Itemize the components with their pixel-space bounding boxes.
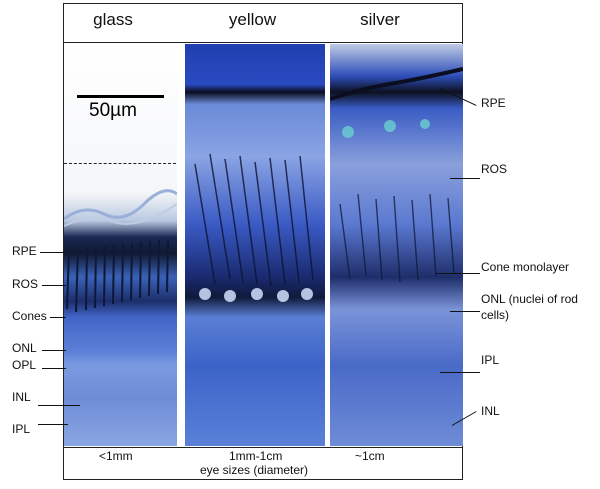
label-right-ros: ROS [481,162,508,176]
scale-bar [77,95,164,98]
leader-left-ros [42,285,66,286]
micrograph-silver [330,44,463,446]
leader-left-inl [38,405,80,406]
label-left-inl: INL [12,390,31,404]
leader-left-opl [42,368,66,369]
label-right-onl-line1: ONL (nuclei of rod [481,292,578,306]
size-label-silver: ~1cm [355,449,385,463]
size-label-glass: <1mm [99,449,133,463]
scale-bar-label: 50µm [89,100,137,121]
label-left-ipl: IPL [12,422,31,436]
label-right-cone-monolayer: Cone monolayer [481,260,570,274]
label-right-inl: INL [481,404,500,418]
label-left-rpe: RPE [12,244,37,258]
header-divider [63,42,463,43]
label-right-onl-line2: cells) [481,308,510,322]
label-right-rpe: RPE [481,96,506,110]
dashed-guide-line [64,163,176,164]
leader-left-cones [50,317,66,318]
leader-right-onl [450,311,480,312]
leader-right-ros [450,178,480,179]
leader-left-onl [42,350,66,351]
column-title-silver: silver [360,10,400,29]
label-left-cones: Cones [12,309,47,323]
leader-left-ipl [38,424,68,425]
column-title-glass: glass [93,10,133,29]
leader-right-cone-monolayer [436,273,480,274]
label-left-onl: ONL [12,341,37,355]
size-caption: eye sizes (diameter) [200,463,309,477]
micrograph-glass [64,44,177,446]
leader-right-ipl [440,372,480,373]
column-title-yellow: yellow [228,10,277,29]
label-right-ipl: IPL [481,353,500,367]
footer-divider [63,447,463,448]
label-left-ros: ROS [12,277,39,291]
size-label-yellow: 1mm-1cm [229,449,283,463]
label-left-opl: OPL [12,358,37,372]
micrograph-yellow [185,44,325,446]
leader-left-rpe [40,252,66,253]
